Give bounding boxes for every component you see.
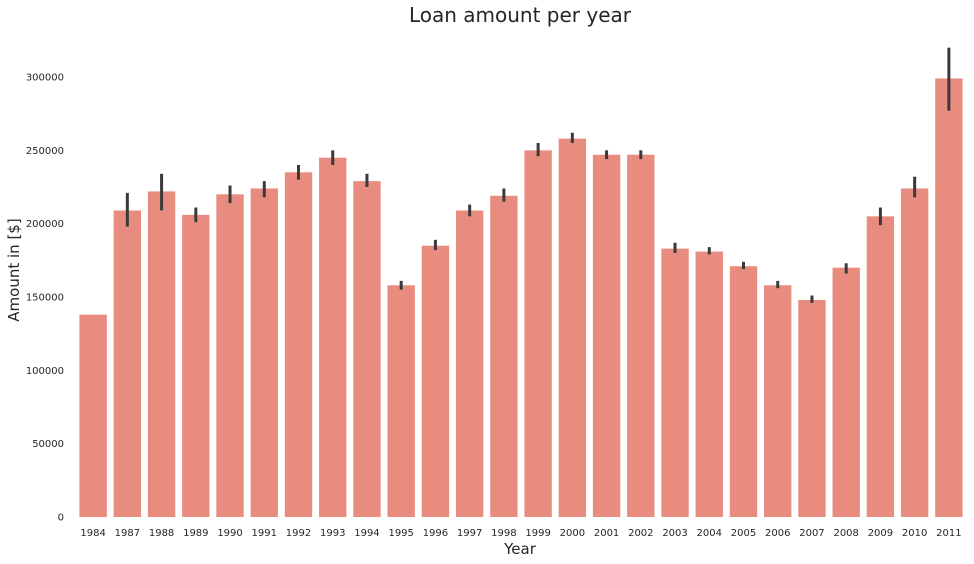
bar-1998 bbox=[490, 195, 518, 518]
bar-2000 bbox=[558, 138, 587, 517]
x-tick-1984: 1984 bbox=[80, 528, 105, 539]
bar-1988 bbox=[147, 191, 176, 517]
bar-2005 bbox=[729, 266, 758, 517]
bar-1994 bbox=[353, 181, 381, 517]
y-tick-150000: 150000 bbox=[26, 293, 64, 304]
x-tick-2005: 2005 bbox=[731, 528, 756, 539]
y-tick-50000: 50000 bbox=[32, 439, 64, 450]
x-tick-1992: 1992 bbox=[286, 528, 311, 539]
x-tick-2002: 2002 bbox=[628, 528, 653, 539]
x-tick-1996: 1996 bbox=[423, 528, 448, 539]
x-tick-2007: 2007 bbox=[799, 528, 824, 539]
bar-1997 bbox=[455, 210, 484, 517]
bar-1995 bbox=[387, 285, 415, 517]
bar-2004 bbox=[695, 251, 723, 517]
y-tick-0: 0 bbox=[58, 513, 64, 524]
bar-2006 bbox=[764, 285, 792, 517]
bar-2008 bbox=[832, 267, 860, 517]
bar-2009 bbox=[866, 216, 895, 517]
x-tick-2008: 2008 bbox=[833, 528, 858, 539]
x-tick-1994: 1994 bbox=[354, 528, 379, 539]
x-tick-1997: 1997 bbox=[457, 528, 482, 539]
x-tick-labels: 1984 1987 1988 1989 1990 1991 1992 1993 1994 1995… bbox=[80, 528, 961, 539]
bar-2010 bbox=[900, 188, 929, 517]
x-tick-2010: 2010 bbox=[902, 528, 927, 539]
bar-1990 bbox=[216, 194, 244, 517]
bar-1996 bbox=[421, 245, 450, 518]
y-tick-100000: 100000 bbox=[26, 366, 64, 377]
x-tick-2006: 2006 bbox=[765, 528, 790, 539]
bars-layer bbox=[79, 78, 963, 518]
bar-1989 bbox=[182, 214, 210, 517]
x-tick-1993: 1993 bbox=[320, 528, 345, 539]
chart-title: Loan amount per year bbox=[409, 3, 632, 27]
y-tick-labels: 0 50000 100000 150000 200000 250000 300000 bbox=[26, 73, 64, 524]
bar-1987 bbox=[113, 210, 142, 517]
bar-1999 bbox=[524, 150, 552, 517]
x-tick-1989: 1989 bbox=[183, 528, 208, 539]
x-tick-2001: 2001 bbox=[594, 528, 619, 539]
x-tick-2009: 2009 bbox=[868, 528, 893, 539]
x-tick-1991: 1991 bbox=[252, 528, 277, 539]
x-tick-2000: 2000 bbox=[560, 528, 585, 539]
x-tick-1990: 1990 bbox=[217, 528, 242, 539]
bar-1991 bbox=[250, 188, 278, 517]
errorbars-layer bbox=[125, 47, 951, 303]
bar-2007 bbox=[798, 299, 826, 517]
x-tick-1999: 1999 bbox=[525, 528, 550, 539]
x-tick-1988: 1988 bbox=[149, 528, 174, 539]
x-tick-1995: 1995 bbox=[388, 528, 413, 539]
y-tick-300000: 300000 bbox=[26, 73, 64, 84]
y-tick-250000: 250000 bbox=[26, 146, 64, 157]
x-tick-2004: 2004 bbox=[697, 528, 722, 539]
x-axis-label: Year bbox=[503, 540, 537, 558]
x-tick-2003: 2003 bbox=[662, 528, 687, 539]
bar-1984 bbox=[79, 314, 107, 517]
bar-1993 bbox=[319, 157, 347, 518]
bar-1992 bbox=[284, 172, 313, 517]
bar-2001 bbox=[592, 154, 621, 518]
y-tick-200000: 200000 bbox=[26, 219, 64, 230]
x-tick-1998: 1998 bbox=[491, 528, 516, 539]
x-tick-1987: 1987 bbox=[115, 528, 140, 539]
bar-2011 bbox=[935, 78, 963, 517]
y-axis-label: Amount in [$] bbox=[5, 218, 23, 321]
x-tick-2011: 2011 bbox=[936, 528, 961, 539]
bar-2002 bbox=[627, 154, 655, 518]
bar-2003 bbox=[661, 248, 689, 517]
